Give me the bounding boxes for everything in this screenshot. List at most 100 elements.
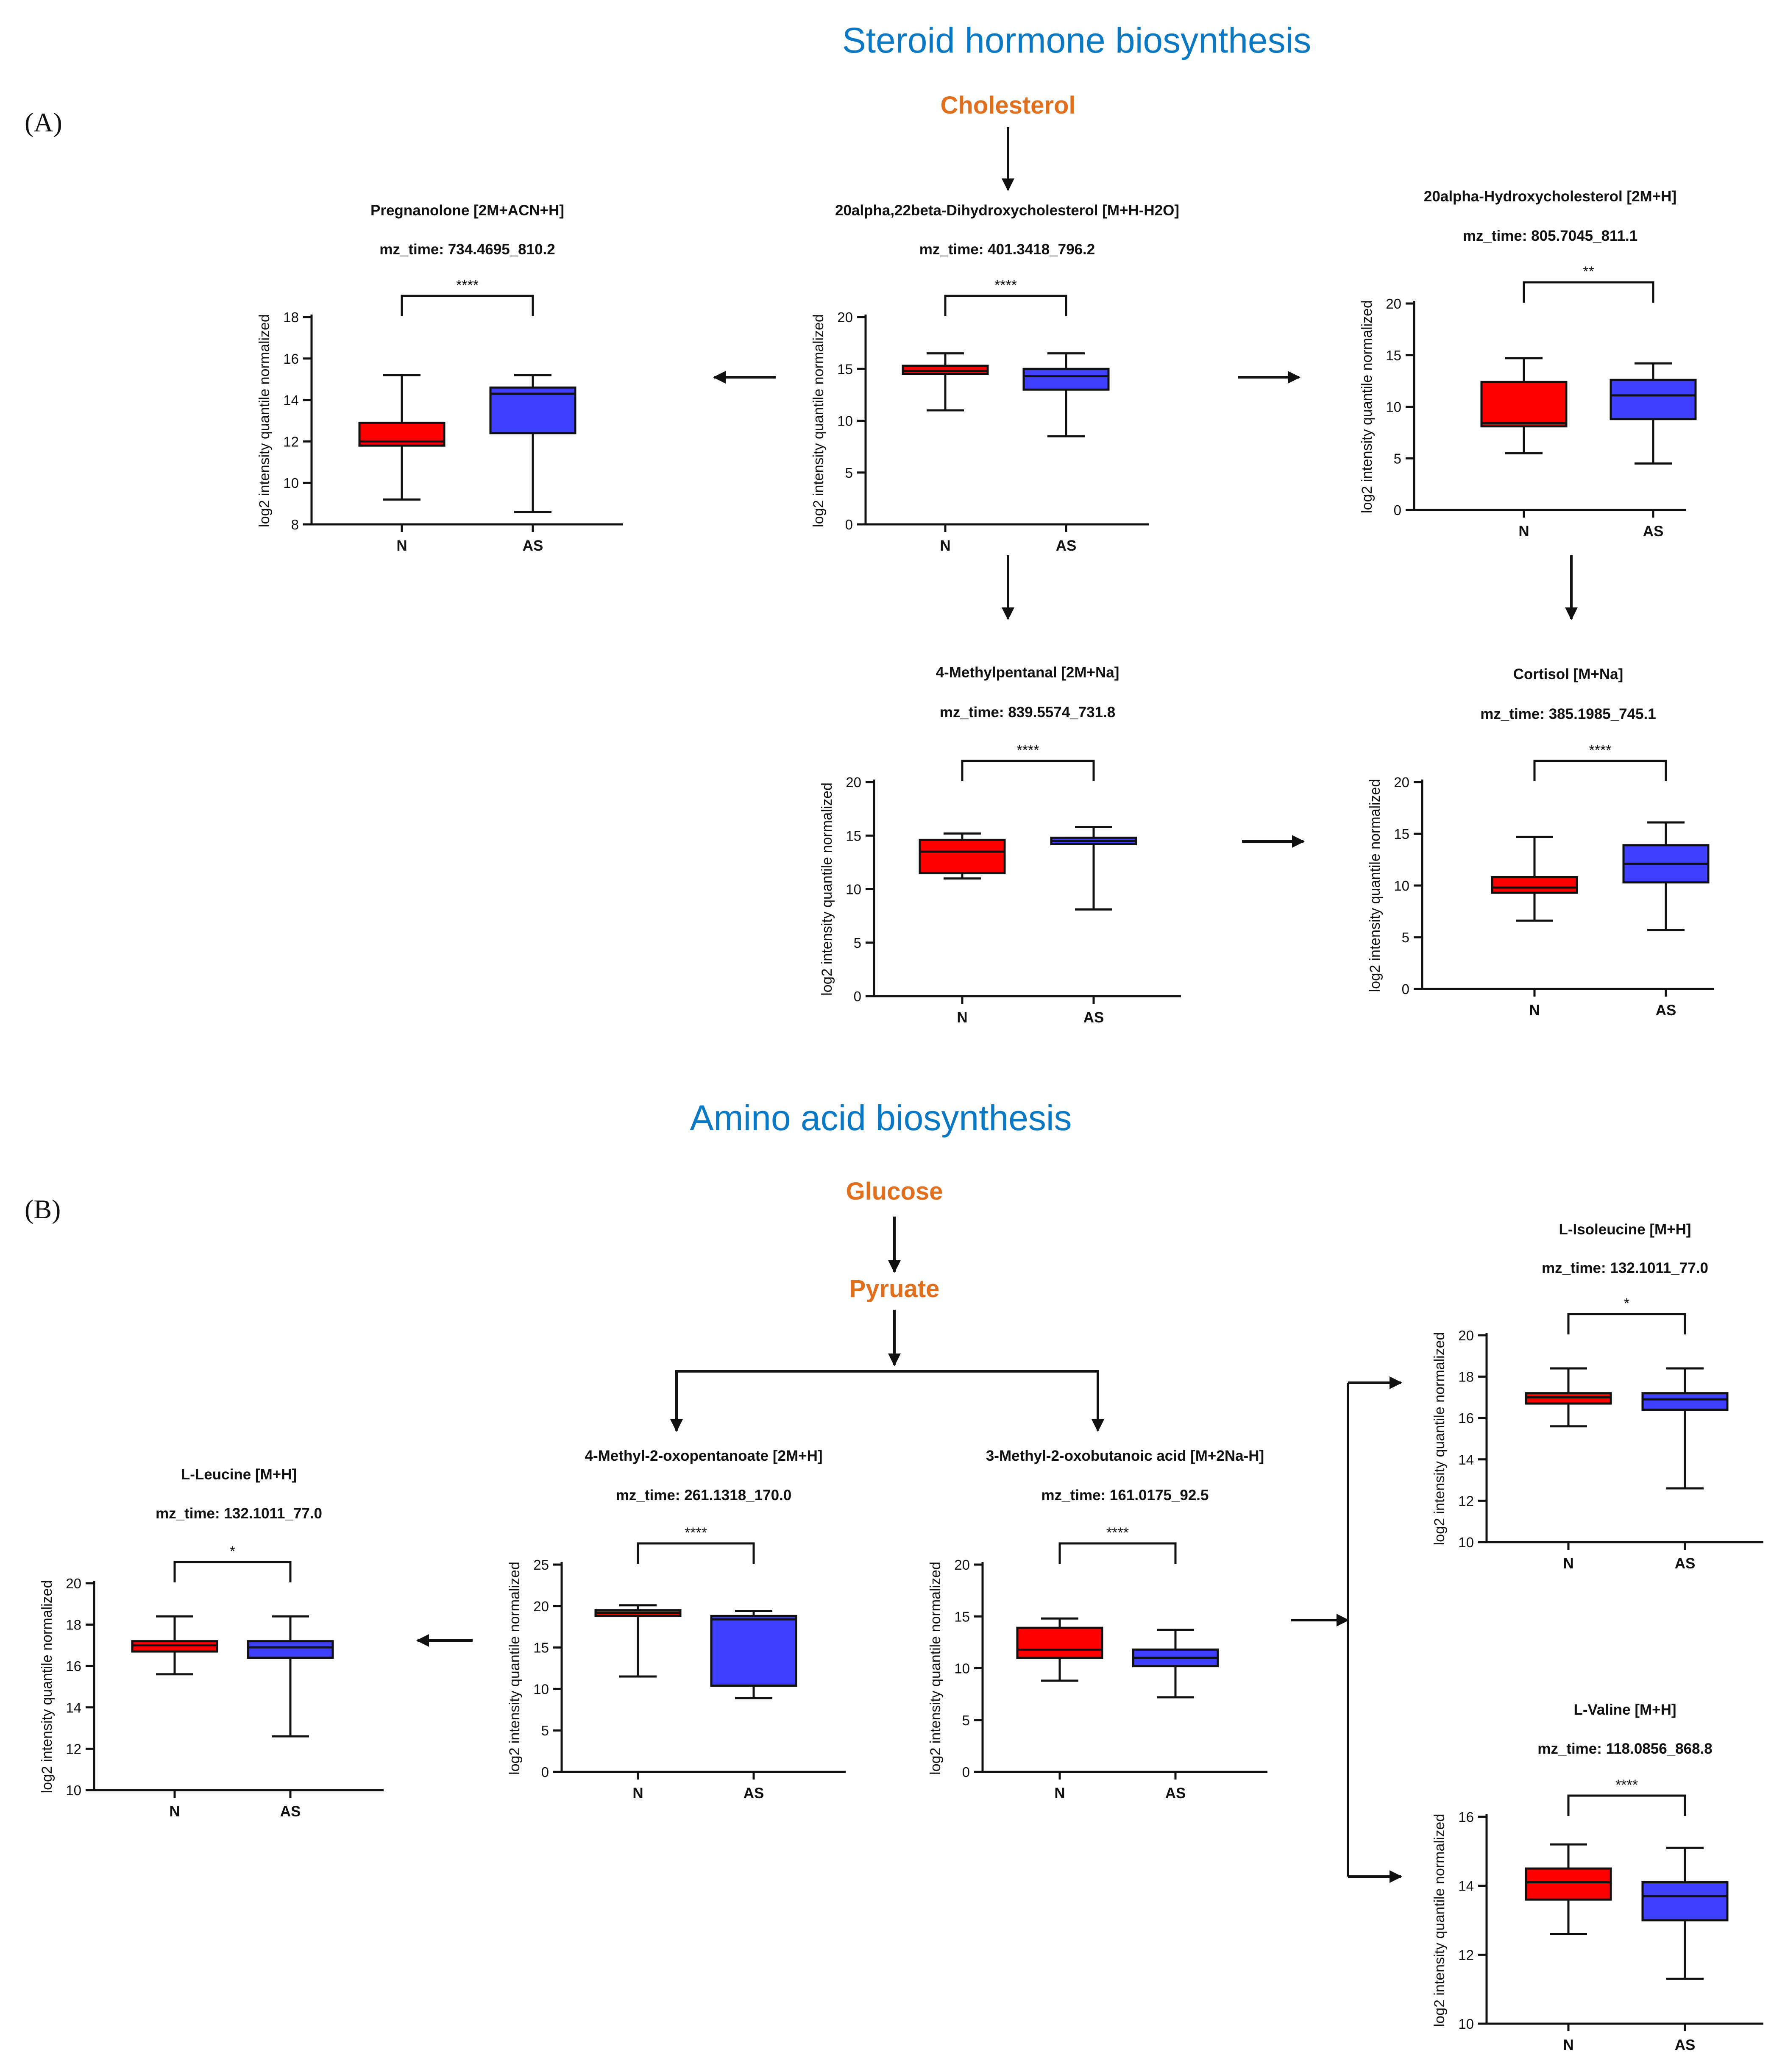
x-category-label: N bbox=[957, 1009, 967, 1026]
precursor-cholesterol: Cholesterol bbox=[940, 92, 1075, 119]
y-tick-label: 18 bbox=[66, 1617, 81, 1633]
y-axis-label: log2 intensity quantile normalized bbox=[819, 783, 835, 996]
section-b-title: Amino acid biosynthesis bbox=[690, 1098, 1072, 1138]
y-tick-label: 12 bbox=[1458, 1493, 1474, 1509]
y-axis-label: log2 intensity quantile normalized bbox=[507, 1562, 523, 1775]
box-n bbox=[919, 832, 1006, 880]
chart-subtitle: mz_time: 161.0175_92.5 bbox=[1041, 1487, 1209, 1504]
y-axis-label: log2 intensity quantile normalized bbox=[810, 314, 827, 527]
chart-methylpentanal: 4-Methylpentanal [2M+Na] mz_time: 839.557… bbox=[819, 664, 1181, 1026]
chart-cortisol: Cortisol [M+Na] mz_time: 385.1985_745.1 0 5… bbox=[1367, 666, 1714, 1019]
y-tick-label: 15 bbox=[533, 1640, 549, 1656]
y-tick-label: 5 bbox=[854, 935, 861, 951]
significance-label: ** bbox=[1583, 264, 1594, 280]
y-tick-label: 0 bbox=[962, 1764, 970, 1780]
y-tick-label: 14 bbox=[283, 393, 299, 408]
chart-title: Pregnanolone [2M+ACN+H] bbox=[370, 202, 564, 219]
x-category-label: N bbox=[1529, 1002, 1540, 1019]
box-iqr bbox=[489, 386, 576, 434]
box-iqr bbox=[1016, 1626, 1103, 1659]
y-tick-label: 15 bbox=[846, 828, 861, 844]
x-category-label: N bbox=[940, 537, 950, 554]
y-tick-label: 0 bbox=[854, 989, 861, 1004]
x-category-label: AS bbox=[1675, 2037, 1696, 2053]
significance-label: * bbox=[1624, 1295, 1629, 1312]
significance-bracket bbox=[1567, 1794, 1686, 1816]
chart-oxopentanoate: 4-Methyl-2-oxopentanoate [2M+H] mz_time: … bbox=[507, 1448, 846, 1802]
y-tick-label: 20 bbox=[533, 1599, 549, 1614]
significance-bracket bbox=[173, 1561, 292, 1582]
box-as bbox=[1132, 1629, 1219, 1699]
x-category-label: AS bbox=[1083, 1009, 1104, 1026]
y-axis-label: log2 intensity quantile normalized bbox=[1431, 1332, 1448, 1546]
chart-subtitle: mz_time: 385.1985_745.1 bbox=[1480, 706, 1656, 722]
x-category-label: N bbox=[1518, 523, 1529, 540]
section-a-title: Steroid hormone biosynthesis bbox=[842, 20, 1312, 60]
box-as bbox=[247, 1615, 334, 1738]
significance-label: **** bbox=[994, 277, 1017, 293]
chart-oxobutanoic: 3-Methyl-2-oxobutanoic acid [M+2Na-H] mz_… bbox=[927, 1448, 1267, 1802]
significance-label: **** bbox=[1106, 1525, 1129, 1541]
y-tick-label: 10 bbox=[1458, 2016, 1474, 2032]
chart-title: L-Leucine [M+H] bbox=[181, 1466, 297, 1483]
y-tick-label: 5 bbox=[845, 465, 853, 481]
pathway-arrows bbox=[416, 127, 1578, 1883]
y-tick-label: 16 bbox=[66, 1658, 81, 1674]
y-tick-label: 20 bbox=[954, 1557, 970, 1573]
y-tick-label: 12 bbox=[1458, 1947, 1474, 1963]
x-category-label: AS bbox=[1675, 1555, 1696, 1572]
y-tick-label: 10 bbox=[66, 1782, 81, 1798]
chart-title: L-Isoleucine [M+H] bbox=[1559, 1221, 1691, 1238]
box-as bbox=[1022, 352, 1110, 437]
y-tick-label: 10 bbox=[837, 413, 853, 429]
y-tick-label: 18 bbox=[283, 309, 299, 325]
y-tick-label: 10 bbox=[1458, 1535, 1474, 1550]
box-n bbox=[902, 352, 989, 412]
chart-subtitle: mz_time: 805.7045_811.1 bbox=[1463, 228, 1638, 244]
y-tick-label: 5 bbox=[1394, 451, 1401, 466]
chart-subtitle: mz_time: 734.4695_810.2 bbox=[379, 241, 555, 258]
box-as bbox=[489, 374, 576, 513]
box-as bbox=[1641, 1367, 1729, 1490]
box-iqr bbox=[1641, 1881, 1729, 1922]
chart-subtitle: mz_time: 401.3418_796.2 bbox=[919, 241, 1095, 258]
panel-a-label: (A) bbox=[25, 107, 62, 137]
y-tick-label: 5 bbox=[1402, 930, 1409, 945]
y-tick-label: 14 bbox=[66, 1700, 81, 1716]
x-category-label: N bbox=[169, 1803, 180, 1820]
y-tick-label: 15 bbox=[1386, 348, 1401, 363]
y-tick-label: 20 bbox=[846, 774, 861, 790]
box-as bbox=[710, 1610, 797, 1699]
significance-label: **** bbox=[1017, 742, 1039, 758]
box-iqr bbox=[1480, 381, 1568, 428]
chart-subtitle: mz_time: 118.0856_868.8 bbox=[1537, 1741, 1713, 1757]
x-category-label: N bbox=[1054, 1785, 1065, 1802]
box-n bbox=[358, 374, 446, 501]
y-tick-label: 12 bbox=[66, 1741, 81, 1757]
box-iqr bbox=[1022, 368, 1110, 391]
box-n bbox=[1491, 835, 1578, 922]
significance-bracket bbox=[1533, 760, 1667, 781]
significance-label: **** bbox=[1589, 742, 1612, 758]
box-as bbox=[1622, 821, 1710, 931]
x-category-label: AS bbox=[523, 537, 543, 554]
chart-hydroxycholesterol: 20alpha-Hydroxycholesterol [2M+H] mz_time… bbox=[1359, 188, 1697, 540]
box-as bbox=[1610, 362, 1697, 465]
chart-title: 4-Methylpentanal [2M+Na] bbox=[936, 664, 1119, 681]
significance-bracket bbox=[1523, 281, 1654, 303]
x-category-label: N bbox=[396, 537, 407, 554]
chart-subtitle: mz_time: 261.1318_170.0 bbox=[616, 1487, 791, 1504]
significance-bracket bbox=[401, 295, 534, 316]
x-category-label: AS bbox=[1056, 537, 1077, 554]
y-tick-label: 0 bbox=[1402, 981, 1409, 997]
chart-title: 20alpha,22beta-Dihydroxycholesterol [M+H… bbox=[835, 202, 1179, 219]
y-tick-label: 10 bbox=[954, 1661, 970, 1677]
chart-dihydroxycholesterol: 20alpha,22beta-Dihydroxycholesterol [M+H… bbox=[810, 202, 1179, 554]
box-n bbox=[594, 1604, 682, 1678]
y-tick-label: 14 bbox=[1458, 1452, 1474, 1468]
y-axis-label: log2 intensity quantile normalized bbox=[39, 1580, 55, 1794]
significance-bracket bbox=[1567, 1313, 1686, 1334]
chart-leucine: L-Leucine [M+H] mz_time: 132.1011_77.0 10 1… bbox=[39, 1466, 384, 1820]
precursor-glucose: Glucose bbox=[846, 1178, 943, 1205]
